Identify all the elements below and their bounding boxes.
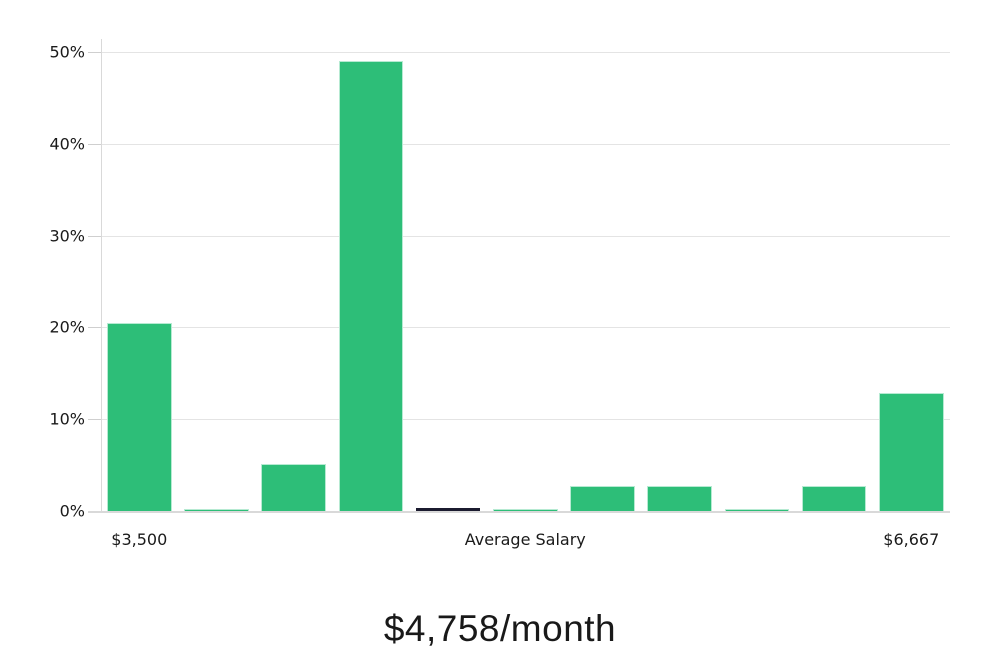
bar-highlight-average — [415, 508, 481, 511]
y-tick-label: 30% — [49, 226, 85, 246]
x-axis-baseline — [88, 511, 950, 513]
y-tick-label: 0% — [59, 501, 85, 521]
y-tick-label: 10% — [49, 409, 85, 429]
y-tick-mark — [88, 327, 101, 329]
bar — [801, 486, 867, 511]
bar — [107, 323, 172, 511]
bar — [184, 509, 249, 511]
x-tick-label: Average Salary — [464, 530, 586, 549]
bar — [493, 509, 558, 511]
gridline-20% — [101, 327, 950, 329]
x-tick-label: $3,500 — [111, 530, 168, 549]
y-tick-mark — [88, 419, 101, 421]
x-tick-label: $6,667 — [883, 530, 940, 549]
y-tick-mark — [88, 143, 101, 145]
y-axis-line — [101, 39, 102, 513]
y-tick-label: 50% — [49, 42, 85, 62]
gridline-30% — [101, 235, 950, 237]
bar — [261, 464, 326, 511]
y-tick-label: 40% — [49, 134, 85, 154]
bar — [647, 486, 712, 511]
gridline-10% — [101, 419, 950, 421]
y-tick-mark — [88, 235, 101, 237]
chart-title: $4,758/month — [383, 608, 617, 649]
y-tick-mark — [88, 52, 101, 53]
bar — [724, 509, 790, 511]
bar — [338, 61, 404, 511]
bar — [879, 393, 944, 511]
gridline-50% — [101, 52, 950, 53]
bar — [570, 486, 635, 511]
y-tick-label: 20% — [49, 317, 85, 337]
gridline-40% — [101, 143, 950, 145]
